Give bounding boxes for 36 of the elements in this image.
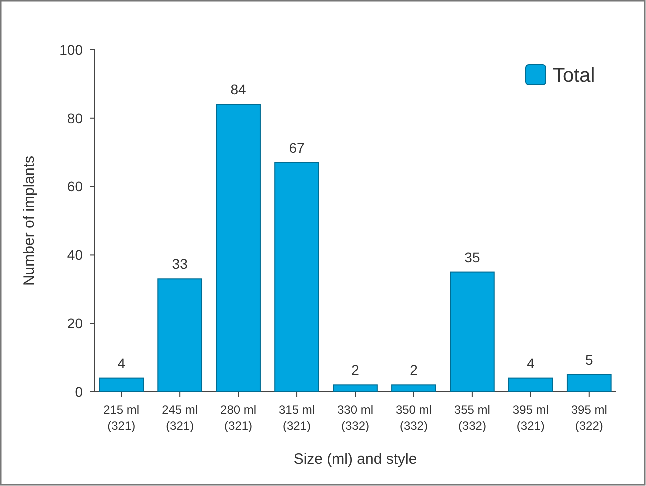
- data-label: 33: [172, 256, 188, 272]
- bar: [216, 104, 261, 392]
- bar: [333, 384, 378, 392]
- bar: [450, 272, 495, 392]
- y-tick-label: 80: [67, 110, 84, 126]
- legend-label: Total: [553, 65, 596, 87]
- bar: [508, 378, 554, 392]
- x-tick-label: 355 ml (332): [454, 403, 490, 433]
- bar: [392, 384, 436, 392]
- x-tick-label: 395 ml (321): [512, 403, 549, 433]
- x-tick-label: 280 ml (321): [220, 403, 257, 433]
- data-label: 4: [527, 355, 536, 372]
- x-tick-label: 395 ml (322): [571, 403, 608, 433]
- y-tick-label: 60: [67, 178, 84, 195]
- x-tick-label: 350 ml (332): [396, 403, 432, 433]
- data-label: 84: [230, 82, 247, 98]
- bar: [566, 374, 612, 392]
- y-tick-label: 40: [67, 247, 84, 264]
- x-tick-label: 315 ml (321): [279, 403, 316, 433]
- bar: [274, 162, 320, 392]
- data-label: 2: [352, 362, 360, 378]
- x-axis-title: Size (ml) and style: [294, 451, 418, 468]
- data-label: 5: [585, 352, 594, 368]
- data-label: 2: [410, 362, 418, 378]
- x-tick-label: 245 ml (321): [162, 403, 198, 433]
- y-axis-title: Number of implants: [21, 156, 38, 286]
- y-tick-label: 0: [75, 384, 84, 400]
- x-tick-label: 215 ml (321): [104, 403, 140, 433]
- data-label: 35: [464, 249, 480, 266]
- y-tick-label: 20: [67, 316, 84, 332]
- data-label: 67: [289, 140, 306, 156]
- data-label: 4: [118, 355, 126, 372]
- bar: [99, 378, 144, 392]
- x-tick-label: 330 ml (332): [337, 403, 374, 433]
- bar: [158, 278, 203, 392]
- y-tick-label: 100: [60, 42, 84, 58]
